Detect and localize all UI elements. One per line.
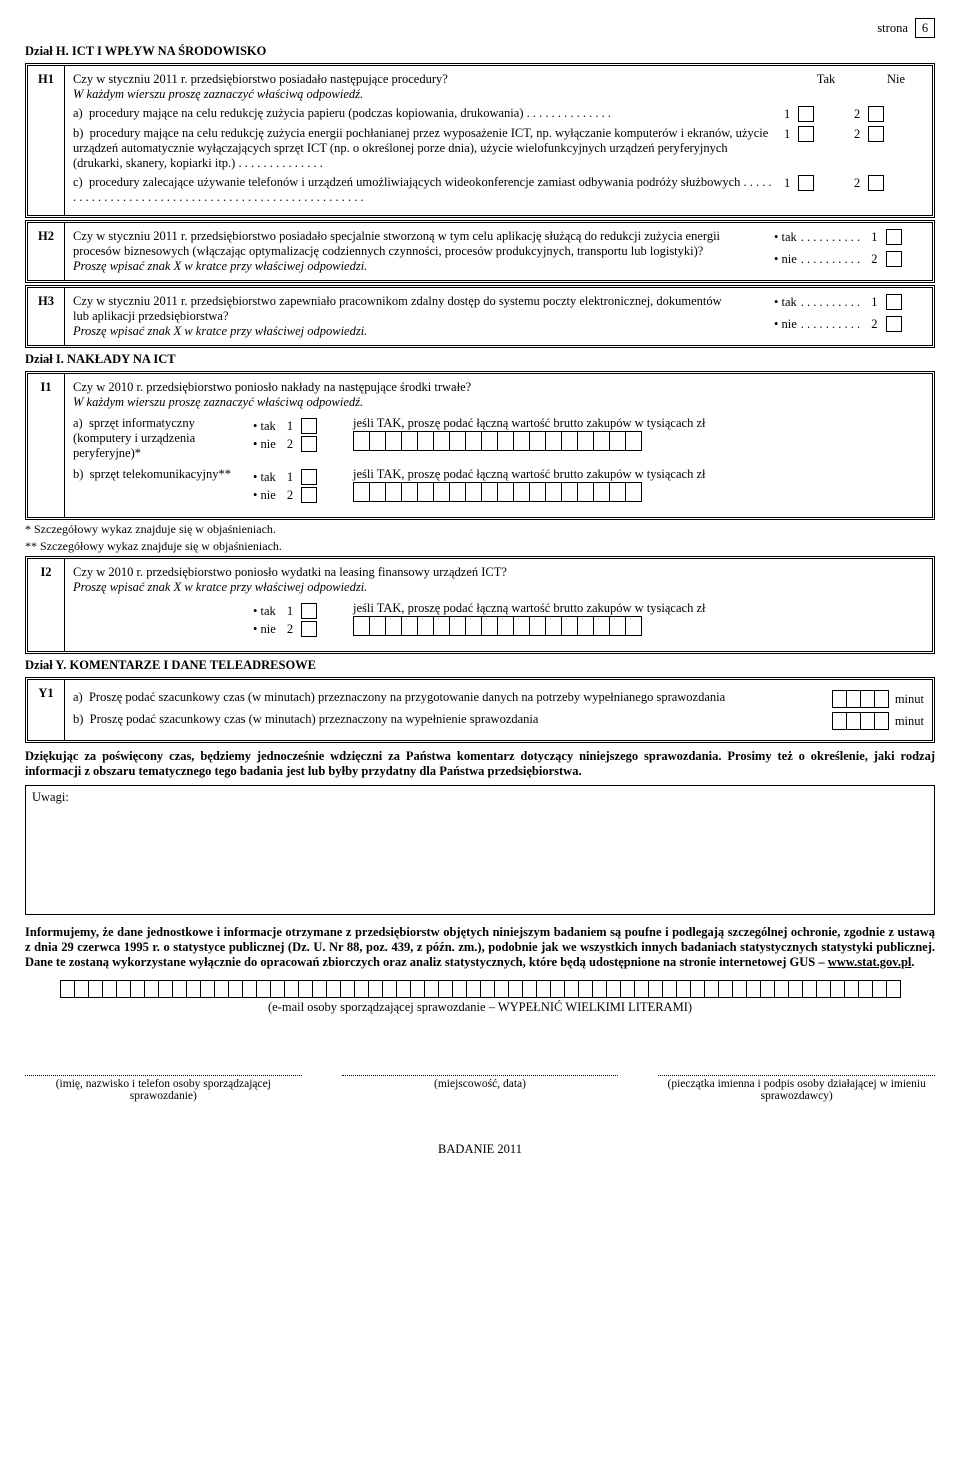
h2-yes: tak [774, 230, 797, 245]
i2-hint: Proszę wpisać znak X w kratce przy właśc… [73, 580, 367, 594]
i1-foot1: * Szczegółowy wykaz znajduje się w objaś… [25, 522, 935, 537]
h2-question: Czy w styczniu 2011 r. przedsiębiorstwo … [73, 229, 720, 258]
i1-b-value[interactable] [353, 482, 924, 502]
section-i-title: Dział I. NAKŁADY NA ICT [25, 352, 935, 367]
i1-a-prompt: jeśli TAK, proszę podać łączną wartość b… [353, 416, 924, 431]
i2-yes[interactable] [301, 603, 317, 619]
h1-yes-hdr: Tak [806, 72, 846, 87]
i2-prompt: jeśli TAK, proszę podać łączną wartość b… [353, 601, 924, 616]
h3-code: H3 [28, 288, 65, 345]
h1-c-yes[interactable] [798, 175, 814, 191]
section-h-title: Dział H. ICT I WPŁYW NA ŚRODOWISKO [25, 44, 935, 59]
i1-b-yes[interactable] [301, 469, 317, 485]
comments-box[interactable]: Uwagi: [25, 785, 935, 915]
h2-code: H2 [28, 223, 65, 280]
info-link: www.stat.gov.pl [828, 955, 912, 969]
section-y-title: Dział Y. KOMENTARZE I DANE TELEADRESOWE [25, 658, 935, 673]
h1-b: procedury mające na celu redukcję zużyci… [73, 126, 768, 170]
h3-hint: Proszę wpisać znak X w kratce przy właśc… [73, 324, 367, 338]
h1-hint: W każdym wierszu proszę zaznaczyć właści… [73, 87, 363, 101]
y1-a-value[interactable] [832, 690, 889, 708]
i1-b-no[interactable] [301, 487, 317, 503]
i1-b: sprzęt telekomunikacyjny** [90, 467, 231, 481]
sig2: (miejscowość, data) [342, 1075, 619, 1102]
thanks-text: Dziękując za poświęcony czas, będziemy j… [25, 749, 935, 779]
y1-b: Proszę podać szacunkowy czas (w minutach… [90, 712, 539, 726]
y1-b-unit: minut [895, 714, 924, 729]
i2-code: I2 [28, 559, 65, 651]
h1-no-hdr: Nie [876, 72, 916, 87]
h1-b-lbl: b) [73, 126, 83, 140]
y1-a-unit: minut [895, 692, 924, 707]
comments-label: Uwagi: [32, 790, 69, 804]
i1-a-value[interactable] [353, 431, 924, 451]
h2-hint: Proszę wpisać znak X w kratce przy właśc… [73, 259, 367, 273]
i2-no[interactable] [301, 621, 317, 637]
h1-a-yes[interactable] [798, 106, 814, 122]
h1-b-no[interactable] [868, 126, 884, 142]
h1-c: procedury zalecające używanie telefonów … [73, 175, 772, 204]
sig1: (imię, nazwisko i telefon osoby sporządz… [25, 1075, 302, 1102]
h1-a-lbl: a) [73, 106, 83, 120]
i2-block: I2 Czy w 2010 r. przedsiębiorstwo ponios… [25, 556, 935, 654]
y1-code: Y1 [28, 680, 65, 740]
h1-b-yes[interactable] [798, 126, 814, 142]
i1-a: sprzęt informatyczny (komputery i urządz… [73, 416, 195, 460]
h3-yes: tak [774, 295, 797, 310]
h2-block: H2 Czy w styczniu 2011 r. przedsiębiorst… [25, 220, 935, 283]
h1-a-no[interactable] [868, 106, 884, 122]
i1-code: I1 [28, 374, 65, 517]
h3-yes-box[interactable] [886, 294, 902, 310]
i1-a-lbl: a) [73, 416, 83, 430]
y1-b-value[interactable] [832, 712, 889, 730]
h1-c-lbl: c) [73, 175, 83, 189]
i1-hint: W każdym wierszu proszę zaznaczyć właści… [73, 395, 363, 409]
h2-no-box[interactable] [886, 251, 902, 267]
i2-question: Czy w 2010 r. przedsiębiorstwo poniosło … [73, 565, 507, 579]
page-number: 6 [915, 18, 935, 38]
page-label: strona [877, 21, 908, 35]
i1-b-lbl: b) [73, 467, 83, 481]
i1-question: Czy w 2010 r. przedsiębiorstwo poniosło … [73, 380, 471, 394]
y1-b-lbl: b) [73, 712, 83, 726]
i1-b-prompt: jeśli TAK, proszę podać łączną wartość b… [353, 467, 924, 482]
i1-a-no[interactable] [301, 436, 317, 452]
email-caption: (e-mail osoby sporządzającej sprawozdani… [25, 1000, 935, 1015]
h1-a: procedury mające na celu redukcję zużyci… [89, 106, 611, 120]
i1-foot2: ** Szczegółowy wykaz znajduje się w obja… [25, 539, 935, 554]
info-text: Informujemy, że dane jednostkowe i infor… [25, 925, 935, 970]
h3-question: Czy w styczniu 2011 r. przedsiębiorstwo … [73, 294, 722, 323]
y1-a: Proszę podać szacunkowy czas (w minutach… [89, 690, 725, 704]
h2-yes-box[interactable] [886, 229, 902, 245]
y1-block: Y1 a) Proszę podać szacunkowy czas (w mi… [25, 677, 935, 743]
sig3: (pieczątka imienna i podpis osoby działa… [658, 1075, 935, 1102]
h1-code: H1 [28, 66, 65, 215]
h3-no: nie [774, 317, 797, 332]
h1-c-no[interactable] [868, 175, 884, 191]
y1-a-lbl: a) [73, 690, 83, 704]
h1-block: H1 Czy w styczniu 2011 r. przedsiębiorst… [25, 63, 935, 218]
h3-no-box[interactable] [886, 316, 902, 332]
i2-value[interactable] [353, 616, 924, 636]
h2-no: nie [774, 252, 797, 267]
h3-block: H3 Czy w styczniu 2011 r. przedsiębiorst… [25, 285, 935, 348]
i1-block: I1 Czy w 2010 r. przedsiębiorstwo ponios… [25, 371, 935, 520]
i1-a-yes[interactable] [301, 418, 317, 434]
h1-question: Czy w styczniu 2011 r. przedsiębiorstwo … [73, 72, 448, 86]
footer-badanie: BADANIE 2011 [25, 1142, 935, 1157]
page-header: strona 6 [25, 18, 935, 38]
email-input[interactable] [60, 980, 901, 998]
